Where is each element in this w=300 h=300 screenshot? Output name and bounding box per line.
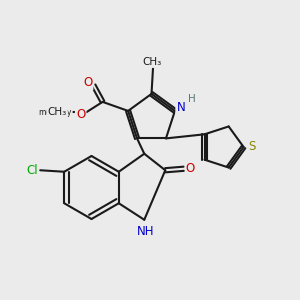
Text: S: S: [248, 140, 256, 154]
Text: N: N: [176, 101, 185, 114]
Text: Cl: Cl: [26, 164, 38, 177]
Text: O: O: [76, 108, 85, 121]
Text: O: O: [83, 76, 92, 89]
Text: H: H: [188, 94, 196, 104]
Text: methoxy: methoxy: [38, 108, 72, 117]
Text: CH₃: CH₃: [143, 57, 162, 67]
Text: CH₃: CH₃: [47, 107, 67, 117]
Text: NH: NH: [137, 225, 154, 238]
Text: O: O: [186, 162, 195, 175]
